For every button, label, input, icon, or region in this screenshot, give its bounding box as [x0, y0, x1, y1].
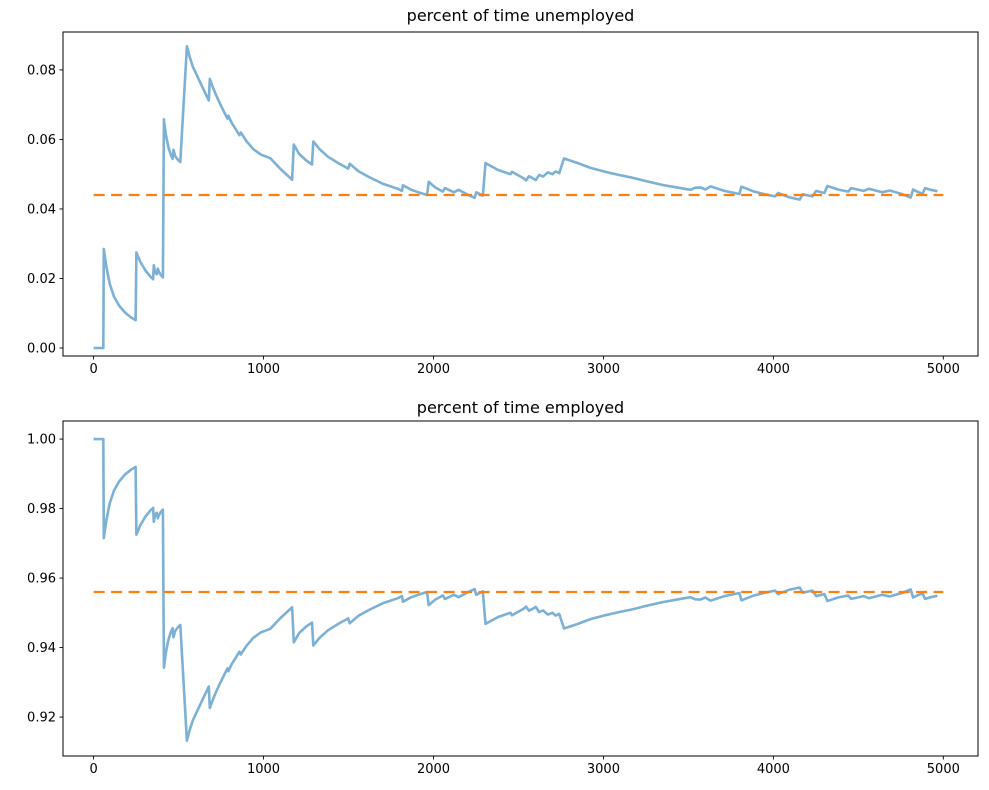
sample-path-unemployed-line: [93, 44, 938, 350]
y-tick-label: 0.98: [27, 502, 56, 517]
x-tick-label: 4000: [757, 362, 790, 377]
x-tick-label: 0: [89, 762, 97, 777]
sample-path-employed-line: [93, 437, 938, 743]
axes-frame: [62, 31, 979, 357]
y-tick-label: 0.04: [27, 202, 56, 217]
x-tick-label: 5000: [927, 362, 960, 377]
y-tick-label: 0.92: [27, 711, 56, 726]
y-tick-label: 0.00: [27, 342, 56, 357]
x-tick-label: 5000: [927, 762, 960, 777]
y-tick-label: 0.02: [27, 272, 56, 287]
x-tick-label: 1000: [247, 762, 280, 777]
x-tick-label: 3000: [587, 362, 620, 377]
y-tick-label: 0.06: [27, 133, 56, 148]
x-tick-label: 2000: [417, 362, 450, 377]
x-tick-label: 0: [89, 362, 97, 377]
y-tick-label: 0.94: [27, 641, 56, 656]
y-tick-label: 0.96: [27, 572, 56, 587]
unemployed-chart-title: percent of time unemployed: [406, 6, 635, 25]
x-tick-label: 3000: [587, 762, 620, 777]
employed-chart-title: percent of time employed: [416, 398, 625, 417]
x-tick-label: 1000: [247, 362, 280, 377]
x-tick-label: 4000: [757, 762, 790, 777]
x-tick-label: 2000: [417, 762, 450, 777]
y-tick-label: 1.00: [27, 433, 56, 448]
axes-frame: [62, 420, 979, 757]
y-tick-label: 0.08: [27, 63, 56, 78]
